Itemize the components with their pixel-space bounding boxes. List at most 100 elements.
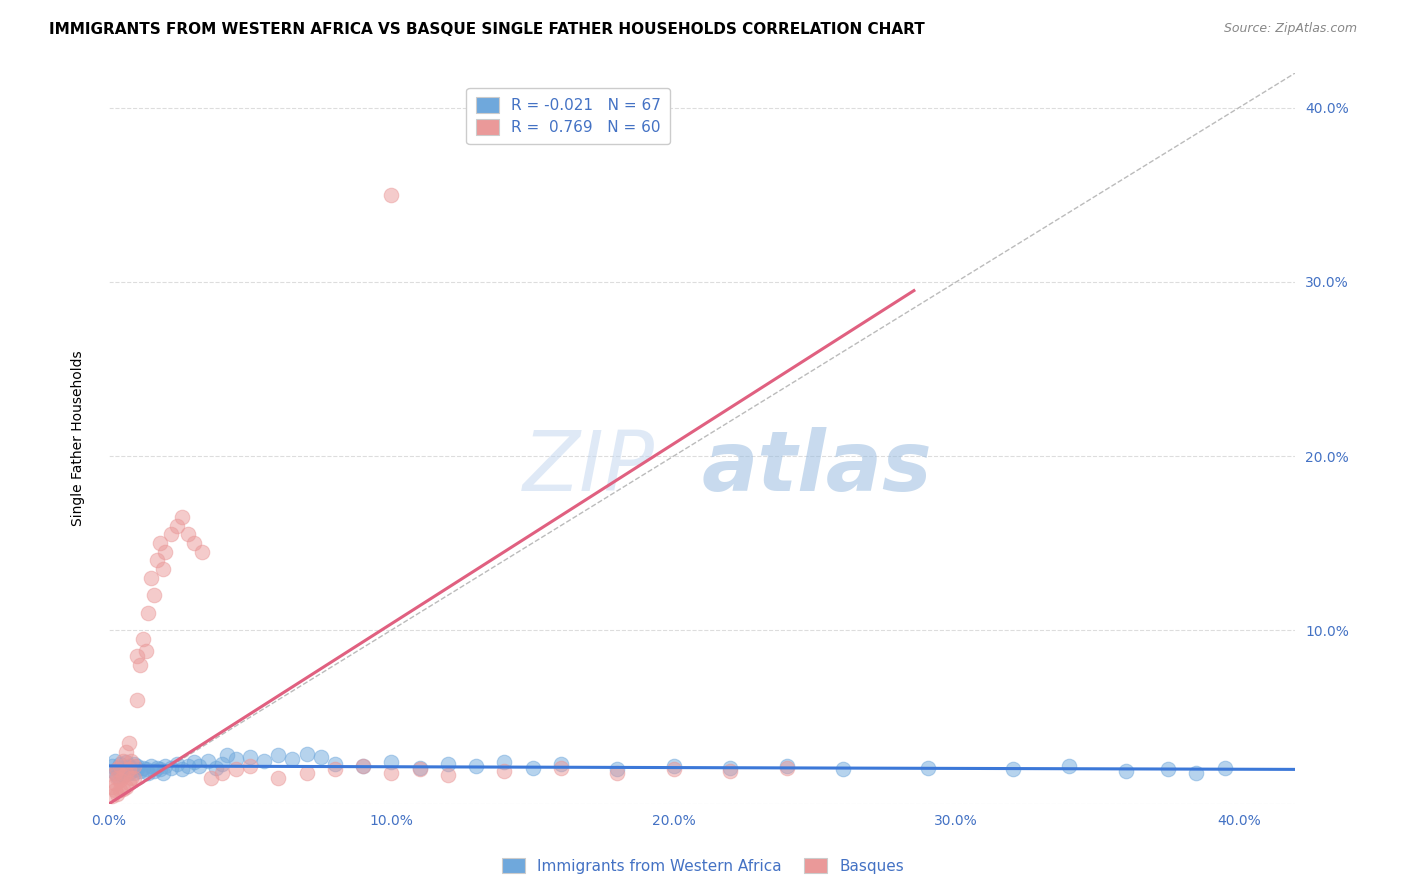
Point: [105, 763, 128, 777]
Point: [295, 747, 318, 761]
Point: [120, 771, 142, 785]
Point: [111, 781, 134, 796]
Point: [105, 771, 128, 785]
Point: [177, 759, 200, 773]
Legend: Immigrants from Western Africa, Basques: Immigrants from Western Africa, Basques: [495, 852, 911, 880]
Point: [127, 649, 149, 664]
Point: [191, 545, 214, 559]
Point: [380, 765, 402, 780]
Point: [135, 763, 157, 777]
Point: [108, 759, 131, 773]
Point: [103, 765, 125, 780]
Point: [117, 763, 139, 777]
Point: [239, 759, 262, 773]
Point: [662, 763, 685, 777]
Point: [138, 765, 160, 780]
Point: [105, 763, 128, 777]
Point: [149, 763, 172, 777]
Point: [152, 765, 174, 780]
Point: [408, 763, 430, 777]
Point: [146, 761, 169, 775]
Point: [114, 765, 136, 780]
Point: [129, 764, 152, 779]
Point: [141, 571, 163, 585]
Point: [114, 756, 136, 770]
Point: [117, 765, 139, 780]
Point: [166, 757, 188, 772]
Point: [160, 527, 183, 541]
Point: [108, 764, 131, 779]
Point: [108, 772, 131, 787]
Point: [117, 776, 139, 790]
Point: [172, 510, 194, 524]
Point: [124, 759, 146, 773]
Point: [183, 536, 205, 550]
Point: [166, 518, 188, 533]
Point: [129, 657, 152, 672]
Point: [267, 748, 290, 763]
Point: [1001, 763, 1024, 777]
Point: [132, 761, 155, 775]
Point: [100, 759, 122, 773]
Text: atlas: atlas: [702, 427, 932, 508]
Point: [114, 763, 136, 777]
Point: [138, 606, 160, 620]
Point: [103, 754, 125, 768]
Point: [111, 769, 134, 783]
Point: [550, 761, 572, 775]
Point: [127, 692, 149, 706]
Point: [352, 759, 374, 773]
Point: [281, 752, 304, 766]
Point: [149, 536, 172, 550]
Point: [105, 787, 128, 801]
Point: [108, 757, 131, 772]
Point: [114, 745, 136, 759]
Point: [494, 764, 516, 779]
Text: ZIP: ZIP: [523, 427, 655, 508]
Point: [662, 759, 685, 773]
Point: [295, 765, 318, 780]
Point: [776, 761, 799, 775]
Point: [253, 754, 276, 768]
Point: [211, 765, 233, 780]
Point: [197, 754, 219, 768]
Point: [1157, 763, 1180, 777]
Point: [1185, 765, 1208, 780]
Point: [183, 756, 205, 770]
Point: [917, 761, 939, 775]
Point: [111, 767, 134, 781]
Point: [120, 761, 142, 775]
Point: [100, 780, 122, 794]
Point: [177, 527, 200, 541]
Point: [103, 783, 125, 797]
Point: [323, 763, 346, 777]
Point: [114, 780, 136, 794]
Point: [124, 757, 146, 772]
Point: [380, 756, 402, 770]
Point: [1057, 759, 1080, 773]
Point: [141, 759, 163, 773]
Point: [606, 763, 628, 777]
Point: [217, 748, 239, 763]
Point: [124, 771, 146, 785]
Point: [117, 759, 139, 773]
Point: [117, 736, 139, 750]
Point: [323, 757, 346, 772]
Point: [718, 761, 741, 775]
Point: [143, 764, 166, 779]
Point: [225, 763, 247, 777]
Point: [1115, 764, 1137, 779]
Point: [120, 754, 142, 768]
Point: [718, 764, 741, 779]
Point: [832, 763, 855, 777]
Point: [124, 765, 146, 780]
Point: [550, 757, 572, 772]
Point: [155, 759, 177, 773]
Point: [155, 545, 177, 559]
Point: [146, 553, 169, 567]
Point: [120, 764, 142, 779]
Point: [132, 632, 155, 646]
Point: [606, 765, 628, 780]
Legend: R = -0.021   N = 67, R =  0.769   N = 60: R = -0.021 N = 67, R = 0.769 N = 60: [467, 88, 669, 145]
Text: Source: ZipAtlas.com: Source: ZipAtlas.com: [1223, 22, 1357, 36]
